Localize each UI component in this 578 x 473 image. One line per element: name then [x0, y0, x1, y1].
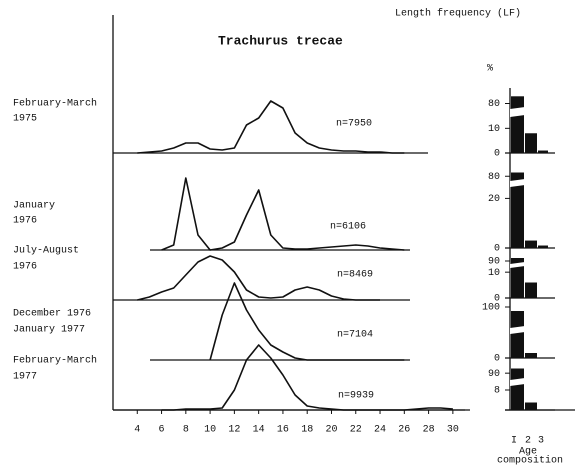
y-tick-label: 0	[494, 354, 500, 365]
axis-break	[510, 262, 525, 268]
bar	[525, 282, 537, 298]
y-tick-label: 8	[494, 386, 500, 397]
x-tick-label: 22	[350, 425, 362, 436]
data-label: n=9939	[338, 391, 374, 402]
chart-title: Trachurus trecae	[218, 33, 343, 48]
x-tick-label: 16	[277, 425, 289, 436]
legend-label: 1976	[13, 216, 37, 227]
y-tick-label: 90	[488, 257, 500, 268]
legend-label: 1976	[13, 262, 37, 273]
y-axis-label: %	[487, 64, 493, 75]
bar	[511, 96, 524, 153]
y-tick-label: 100	[482, 303, 500, 314]
data-label: n=8469	[337, 270, 373, 281]
bar	[538, 245, 548, 248]
legend-label: February-March	[13, 355, 97, 367]
axis-break	[510, 107, 525, 117]
x-tick-label: 26	[398, 425, 410, 436]
header: Length frequency (LF)	[395, 8, 521, 20]
data-label: n=6106	[330, 222, 366, 233]
x-tick-label: 6	[159, 425, 165, 436]
bar	[525, 133, 537, 153]
legend-label: February-March	[13, 98, 97, 110]
bar	[538, 150, 548, 153]
x-tick-label: I	[511, 436, 517, 447]
y-tick-label: 0	[494, 244, 500, 255]
x-tick-label: 2	[525, 436, 531, 447]
bar	[525, 353, 537, 358]
lf-curve	[161, 177, 405, 251]
x-tick-label: 8	[183, 425, 189, 436]
bar	[511, 368, 524, 410]
lf-curve	[137, 255, 380, 301]
x-tick-label: 20	[325, 425, 337, 436]
data-label: n=7104	[337, 330, 373, 341]
x-tick-label: 10	[204, 425, 216, 436]
y-tick-label: 0	[494, 149, 500, 160]
x-tick-label: 30	[447, 425, 459, 436]
y-tick-label: 20	[488, 194, 500, 205]
axis-break	[510, 179, 525, 187]
x-tick-label: 14	[253, 425, 265, 436]
y-tick-label: 80	[488, 99, 500, 110]
y-tick-label: 80	[488, 172, 500, 183]
x-tick-label: 12	[228, 425, 240, 436]
legend-label: 1977	[13, 372, 37, 383]
x-axis-label: composition	[497, 455, 563, 467]
legend-label: December 1976	[13, 308, 91, 320]
lf-curve	[137, 100, 405, 154]
x-tick-label: 18	[301, 425, 313, 436]
lf-curve	[161, 344, 453, 411]
legend-label: 1975	[13, 114, 37, 125]
legend-label: January 1977	[13, 325, 85, 336]
x-tick-label: 28	[423, 425, 435, 436]
bar	[511, 311, 524, 358]
bar	[511, 172, 524, 248]
legend-label: January	[13, 201, 55, 212]
y-tick-label: 90	[488, 369, 500, 380]
lf-curve	[209, 282, 405, 361]
axis-break	[510, 326, 525, 334]
x-tick-label: 3	[538, 436, 544, 447]
x-tick-label: 4	[134, 425, 140, 436]
bar	[511, 258, 524, 298]
y-tick-label: 10	[488, 124, 500, 135]
axis-break	[510, 378, 525, 386]
bar	[525, 240, 537, 248]
data-label: n=7950	[336, 119, 372, 130]
x-tick-label: 24	[374, 425, 386, 436]
y-tick-label: 10	[488, 268, 500, 279]
y-tick-label: 0	[494, 294, 500, 305]
legend-label: July-August	[13, 245, 79, 257]
x-axis-label: Age	[519, 447, 537, 458]
bar	[525, 402, 537, 410]
